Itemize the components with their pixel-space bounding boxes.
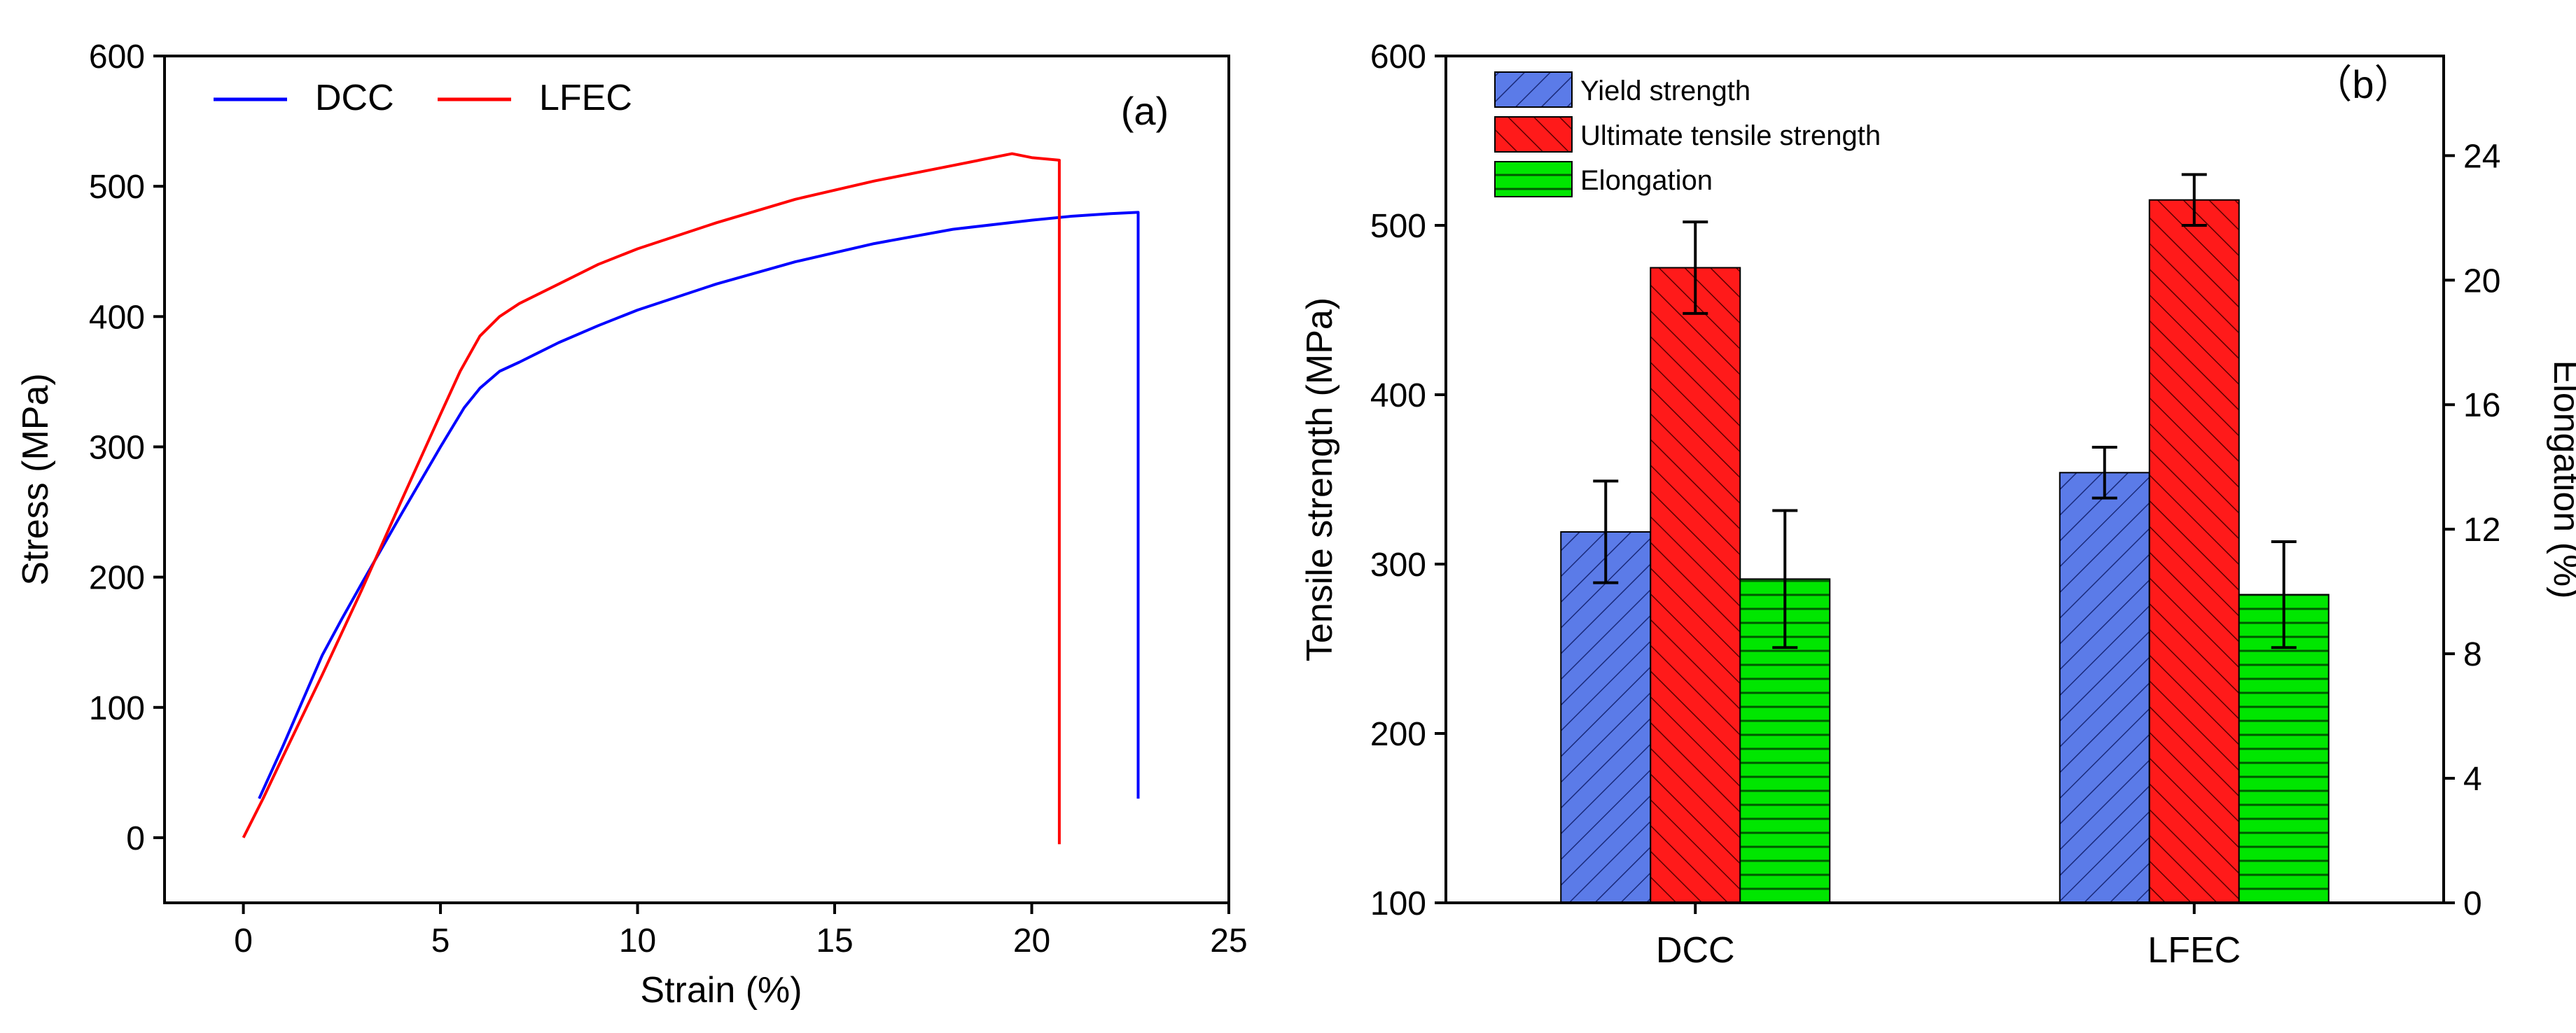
tensile-bar-chart: DCC LFEC 100 200 300 400 500 600 0 4 8 12 16 20 24 Ten… (1300, 38, 2576, 971)
legend-swatch-ultimate-tensile-strength (1494, 116, 1573, 153)
axis-ticks: 0 5 10 15 20 25 0 100 200 300 400 500 600 (89, 38, 1248, 960)
y-tick-label: 200 (89, 560, 145, 597)
y-axis-title-right: Elongation (%) (2546, 360, 2576, 598)
y-tick-label: 100 (89, 690, 145, 727)
legend: Yield strength Ultimate tensile strength E… (1494, 71, 1881, 197)
bar-dcc-ultimate-tensile-strength (1650, 267, 1741, 904)
y-tick-label-left: 600 (1370, 38, 1426, 76)
y-tick-label-right: 16 (2463, 387, 2500, 424)
y-tick-label: 600 (89, 38, 145, 76)
y-tick-label-right: 12 (2463, 512, 2500, 549)
error-bar-group (1593, 173, 2297, 649)
panel-label: （b） (2313, 62, 2413, 106)
y-tick-label: 400 (89, 299, 145, 336)
y-tick-label-left: 300 (1370, 547, 1426, 584)
x-category-label: DCC (1656, 930, 1735, 971)
series-line-dcc (258, 211, 1140, 799)
y-tick-label-right: 0 (2463, 885, 2482, 922)
bar-lfec-yield-strength (2059, 472, 2150, 904)
y-tick-label-left: 200 (1370, 716, 1426, 753)
legend-label: Ultimate tensile strength (1580, 120, 1881, 151)
y-tick-label: 500 (89, 169, 145, 206)
panel-label: (a) (1121, 89, 1169, 133)
bar-lfec-ultimate-tensile-strength (2148, 199, 2240, 904)
y-tick-label-right: 20 (2463, 262, 2500, 300)
line-series-group (242, 152, 1140, 845)
stress-strain-chart: 0 5 10 15 20 25 0 100 200 300 400 500 600 Strain (%)… (15, 38, 1248, 1011)
x-tick-label: 15 (816, 922, 853, 960)
x-tick-label: 10 (619, 922, 656, 960)
legend-swatch-yield-strength (1494, 71, 1573, 108)
y-axis-title: Stress (MPa) (15, 373, 56, 585)
x-category-label: LFEC (2147, 930, 2241, 971)
bar-dcc-yield-strength (1560, 531, 1652, 904)
y-tick-label-right: 24 (2463, 138, 2500, 175)
legend-label: Elongation (1580, 165, 1713, 196)
legend-swatch-elongation (1494, 161, 1573, 197)
y-tick-label-left: 500 (1370, 208, 1426, 245)
y-tick-label-right: 8 (2463, 636, 2482, 673)
y-axis-title-left: Tensile strength (MPa) (1300, 297, 1340, 661)
y-tick-label-right: 4 (2463, 761, 2482, 798)
x-tick-label: 5 (431, 922, 450, 960)
y-tick-label-left: 400 (1370, 377, 1426, 414)
bar-series-group (1560, 199, 2330, 904)
axis-ticks: DCC LFEC 100 200 300 400 500 600 0 4 8 12 16 20 24 (1370, 38, 2500, 971)
y-tick-label: 300 (89, 429, 145, 466)
y-tick-label-left: 100 (1370, 885, 1426, 922)
plot-frame (1444, 55, 2445, 904)
legend-label: DCC (315, 78, 394, 118)
x-axis-title: Strain (%) (640, 970, 802, 1011)
y-tick-label: 0 (126, 820, 145, 857)
series-line-lfec (242, 152, 1061, 845)
x-tick-label: 20 (1013, 922, 1050, 960)
plot-frame (163, 55, 1230, 904)
legend-label: Yield strength (1580, 76, 1750, 106)
legend-label: LFEC (539, 78, 632, 118)
x-tick-label: 0 (234, 922, 253, 960)
legend: DCC LFEC (214, 78, 632, 118)
x-tick-label: 25 (1210, 922, 1247, 960)
